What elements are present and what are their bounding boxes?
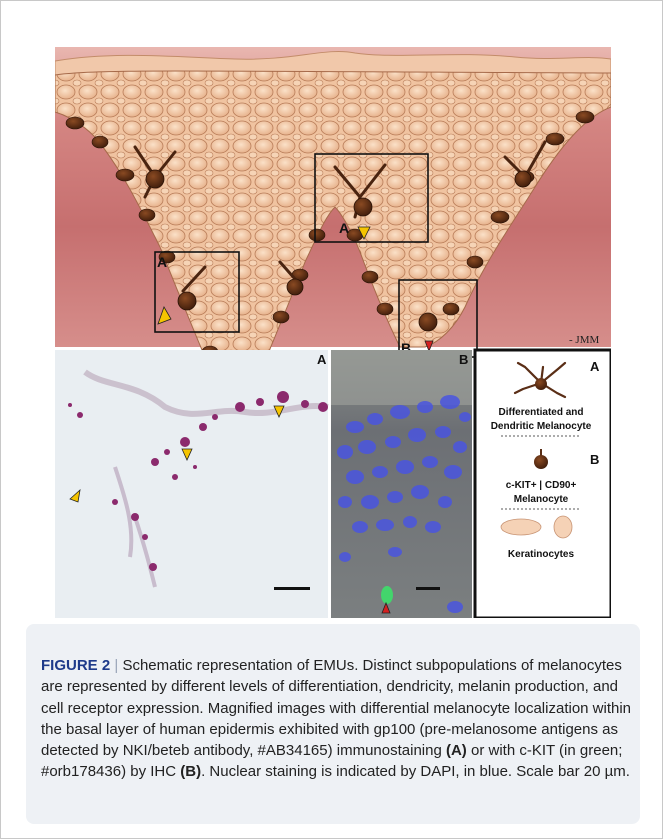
legend-differentiated-line1: Differentiated and	[498, 407, 583, 418]
micrograph-a: A	[55, 350, 329, 618]
scale-bar-b	[416, 587, 440, 590]
ckit-green-signal	[381, 586, 393, 604]
micrograph-a-background	[55, 350, 328, 618]
stain-trail-2	[113, 466, 157, 588]
dendritic-melanocyte-body	[535, 378, 547, 390]
arrow-a1	[69, 488, 81, 503]
melanocytes	[145, 169, 532, 332]
micrograph-a-label: A	[317, 352, 327, 367]
figure-caption: FIGURE 2 | Schematic representation of E…	[41, 655, 633, 783]
figure-2: A A B - JMM	[55, 47, 611, 618]
ckit-melanocyte-icon	[534, 455, 548, 469]
figure-graphic: A A B - JMM	[55, 47, 611, 618]
caption-ref-a: (A)	[445, 742, 467, 760]
caption-text-3: . Nuclear staining is indicated by DAPI,…	[201, 763, 630, 781]
box-a-top	[314, 153, 429, 243]
caption-ref-b: (B)	[180, 763, 202, 781]
dendritic-melanocyte-icon	[513, 361, 567, 399]
arrow-yellow-left	[157, 306, 172, 325]
legend-label-b: B	[590, 452, 599, 467]
scale-bar-a	[274, 587, 310, 590]
panel-label-a-left: A	[157, 254, 167, 270]
stain-spots	[68, 391, 328, 571]
round-keratinocyte-icon	[553, 515, 573, 539]
legend-keratinocytes: Keratinocytes	[508, 549, 575, 560]
box-a-left	[154, 251, 240, 333]
legend-label-a: A	[590, 359, 600, 374]
dapi-nuclei	[337, 395, 471, 613]
legend-border	[473, 348, 611, 618]
legend-ckit-line2: Melanocyte	[514, 494, 569, 505]
panel-label-a-top: A	[339, 220, 349, 236]
caption-text-2: or with c-KIT (in green; #orb178436) by …	[41, 742, 623, 781]
panel-label-b: B	[401, 340, 411, 356]
legend-differentiated-line2: Dendritic Melanocyte	[491, 421, 592, 432]
flat-keratinocyte-icon	[500, 518, 542, 536]
legend-ckit-line1: c-KIT+ | CD90+	[506, 480, 577, 491]
arrow-a2	[181, 448, 193, 461]
legend-panel: A Differentiated and Dendritic Melanocyt…	[473, 348, 611, 618]
credit-text: - JMM	[569, 334, 599, 346]
micrograph-b-label: B	[459, 352, 468, 367]
micrograph-b: B	[331, 350, 472, 618]
arrow-red	[424, 340, 434, 353]
arrow-b	[381, 601, 391, 614]
figure-number: FIGURE 2	[41, 657, 111, 674]
arrow-yellow-top	[357, 226, 371, 240]
arrow-a3	[273, 405, 285, 418]
schematic-panel: A A B - JMM	[55, 47, 611, 406]
caption-box: FIGURE 2 | Schematic representation of E…	[26, 624, 640, 824]
caption-separator: |	[114, 657, 119, 674]
caption-text-1: Schematic representation of EMUs. Distin…	[41, 657, 632, 760]
stain-trail	[83, 369, 329, 417]
